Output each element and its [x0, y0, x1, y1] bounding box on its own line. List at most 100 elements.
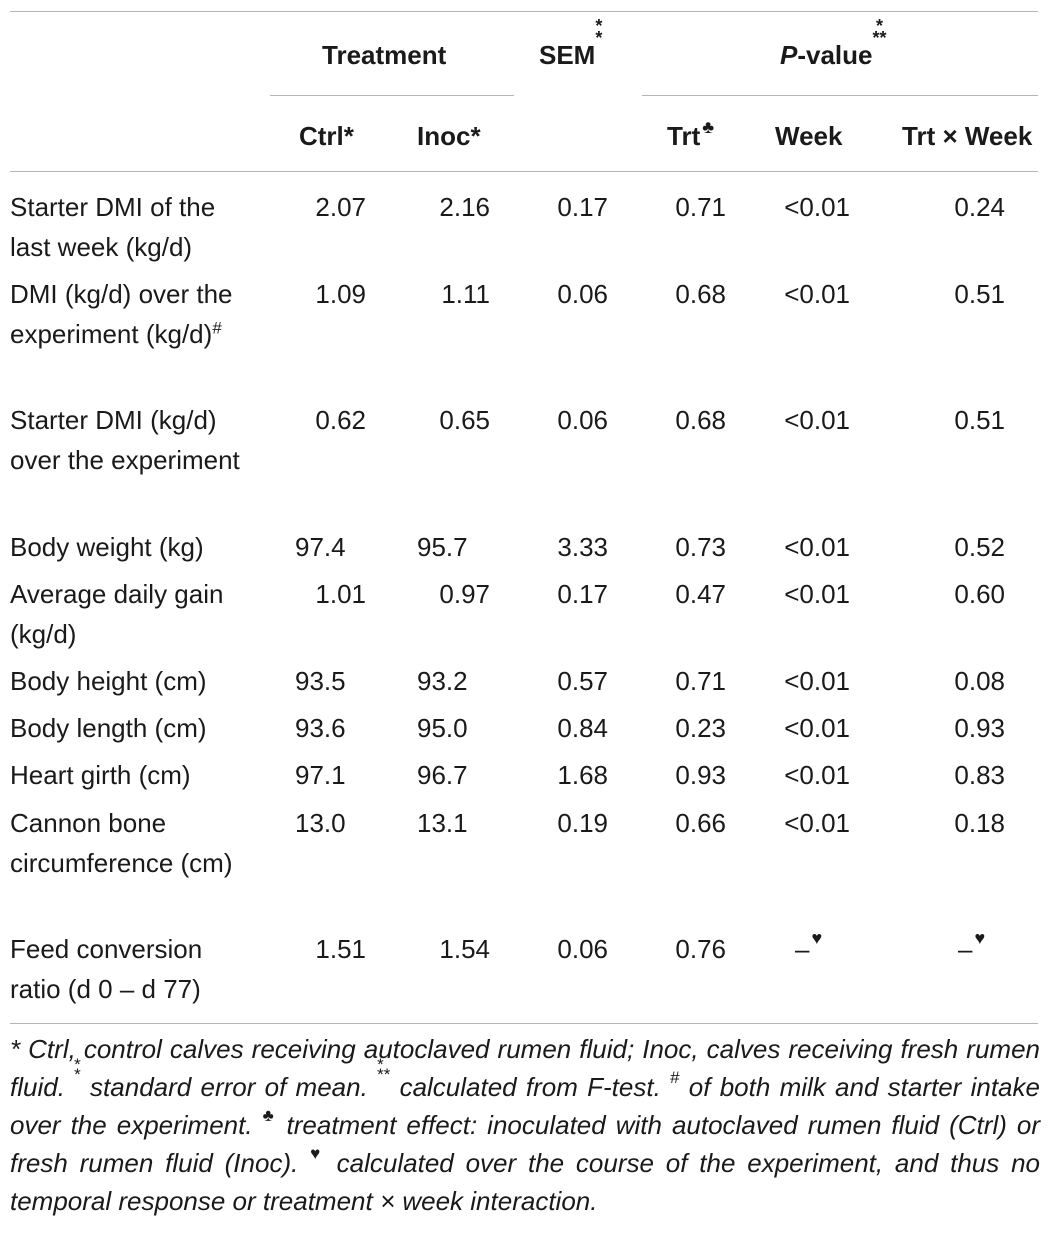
cell-sem-value: 1.68	[557, 760, 608, 790]
heart-icon: ♥	[811, 928, 823, 948]
cell-trt-value: 0.71	[675, 666, 726, 696]
cell-ctrl: 13.0	[295, 803, 393, 843]
cell-inoc: 95.0	[417, 708, 517, 748]
footnote-mark-2: * **	[377, 1055, 391, 1084]
cell-ctrl: 97.4	[295, 527, 393, 567]
cell-sem-value: 3.33	[557, 532, 608, 562]
footnote-mark-3: #	[670, 1068, 680, 1087]
cell-sem: 0.06	[520, 400, 608, 440]
cell-ctrl: 93.5	[295, 661, 393, 701]
cell-ctrl: 97.1	[295, 755, 393, 795]
cell-trt-value: 0.68	[675, 279, 726, 309]
cell-sem-value: 0.84	[557, 713, 608, 743]
cell-inoc: 0.65	[390, 400, 490, 440]
header-ctrl: Ctrl*	[299, 121, 354, 151]
cell-trt-value: 0.93	[675, 760, 726, 790]
cell-ctrl-value: 2.07	[315, 192, 366, 222]
header-sem-mark: * *	[595, 16, 603, 48]
cell-sem: 0.06	[520, 929, 608, 969]
header-trt: Trt ♣	[667, 118, 714, 149]
row-label: Body height (cm)	[10, 661, 260, 701]
row-label-mark: #	[212, 318, 222, 338]
cell-inoc-value: 1.11	[441, 279, 490, 309]
footnote-heart-icon: ♥	[310, 1144, 325, 1163]
row-label: Feed conversion ratio (d 0 – d 77)	[10, 929, 260, 1009]
header-bottom-rule	[10, 171, 1038, 172]
cell-inoc: 13.1	[417, 803, 517, 843]
cell-inoc: 0.97	[390, 574, 490, 614]
cell-ctrl-value: 93.6	[295, 713, 346, 743]
footnote-part-4: of both milk and starter intake over the…	[10, 1072, 1040, 1140]
header-inoc: Inoc*	[417, 121, 481, 151]
cell-ctrl-value: 97.4	[295, 532, 346, 562]
cell-interaction-value: 0.93	[954, 713, 1005, 743]
cell-inoc: 96.7	[417, 755, 517, 795]
cell-sem-value: 0.06	[557, 934, 608, 964]
cell-trt-value: 0.71	[675, 192, 726, 222]
cell-inoc: 1.11	[390, 274, 490, 314]
cell-ctrl-value: 0.62	[315, 405, 366, 435]
cell-inoc: 93.2	[417, 661, 517, 701]
cell-sem-value: 0.06	[557, 279, 608, 309]
body-bottom-rule	[10, 1023, 1038, 1024]
cell-week-value: <0.01	[784, 279, 850, 309]
cell-interaction: 0.08	[900, 661, 1005, 701]
cell-week-value: <0.01	[784, 713, 850, 743]
footnote-part-1: * Ctrl, control calves receiving autocla…	[10, 1034, 1040, 1102]
cell-sem-value: 0.06	[557, 405, 608, 435]
row-label-text: Average daily gain (kg/d)	[10, 579, 224, 649]
cell-week-value: <0.01	[784, 666, 850, 696]
cell-week: <0.01	[760, 755, 850, 795]
cell-inoc: 2.16	[390, 187, 490, 227]
cell-week: <0.01	[760, 187, 850, 227]
cell-sem: 3.33	[520, 527, 608, 567]
header-sem-label: SEM	[539, 40, 596, 70]
footnote-part-2: standard error of mean.	[80, 1072, 378, 1102]
cell-interaction: 0.51	[900, 400, 1005, 440]
cell-ctrl-value: 1.09	[315, 279, 366, 309]
cell-sem-value: 0.19	[557, 808, 608, 838]
cell-week: <0.01	[760, 400, 850, 440]
cell-week: <0.01	[760, 274, 850, 314]
cell-interaction: 0.60	[900, 574, 1005, 614]
cell-trt: 0.68	[640, 400, 726, 440]
cell-sem-value: 0.57	[557, 666, 608, 696]
row-label-text: Body length (cm)	[10, 713, 207, 743]
cell-interaction-value: 0.08	[954, 666, 1005, 696]
cell-inoc-value: 96.7	[417, 760, 468, 790]
top-rule	[10, 11, 1038, 12]
cell-trt-value: 0.73	[675, 532, 726, 562]
row-label-text: Starter DMI of the last week (kg/d)	[10, 192, 216, 262]
cell-ctrl: 2.07	[268, 187, 366, 227]
cell-interaction: 0.83	[900, 755, 1005, 795]
cell-trt: 0.93	[640, 755, 726, 795]
row-label-text: Body height (cm)	[10, 666, 207, 696]
cell-sem-value: 0.17	[557, 579, 608, 609]
cell-sem: 0.19	[520, 803, 608, 843]
cell-week-value: <0.01	[784, 579, 850, 609]
cell-sem: 1.68	[520, 755, 608, 795]
cell-ctrl-value: 97.1	[295, 760, 346, 790]
footnote-club-icon: ♣	[262, 1106, 277, 1125]
header-pvalue-p: P	[780, 40, 798, 70]
cell-interaction-value: 0.52	[954, 532, 1005, 562]
cell-week: <0.01	[760, 708, 850, 748]
cell-interaction-value: 0.60	[954, 579, 1005, 609]
cell-interaction: 0.93	[900, 708, 1005, 748]
cell-interaction-value: 0.24	[954, 192, 1005, 222]
footnote-part-5: treatment effect: inoculated with autocl…	[10, 1110, 1040, 1178]
cell-ctrl-value: 13.0	[295, 808, 346, 838]
heart-icon: ♥	[974, 928, 986, 948]
header-sem: SEM* *	[539, 17, 602, 70]
cell-week: <0.01	[760, 803, 850, 843]
pvalue-underline	[642, 95, 1038, 96]
cell-interaction-value: 0.18	[954, 808, 1005, 838]
header-interaction: Trt × Week	[902, 121, 1033, 151]
cell-trt-value: 0.23	[675, 713, 726, 743]
header-week: Week	[775, 121, 843, 151]
cell-sem: 0.57	[520, 661, 608, 701]
cell-trt: 0.71	[640, 187, 726, 227]
cell-inoc-value: 0.97	[439, 579, 490, 609]
cell-inoc-value: 1.54	[439, 934, 490, 964]
